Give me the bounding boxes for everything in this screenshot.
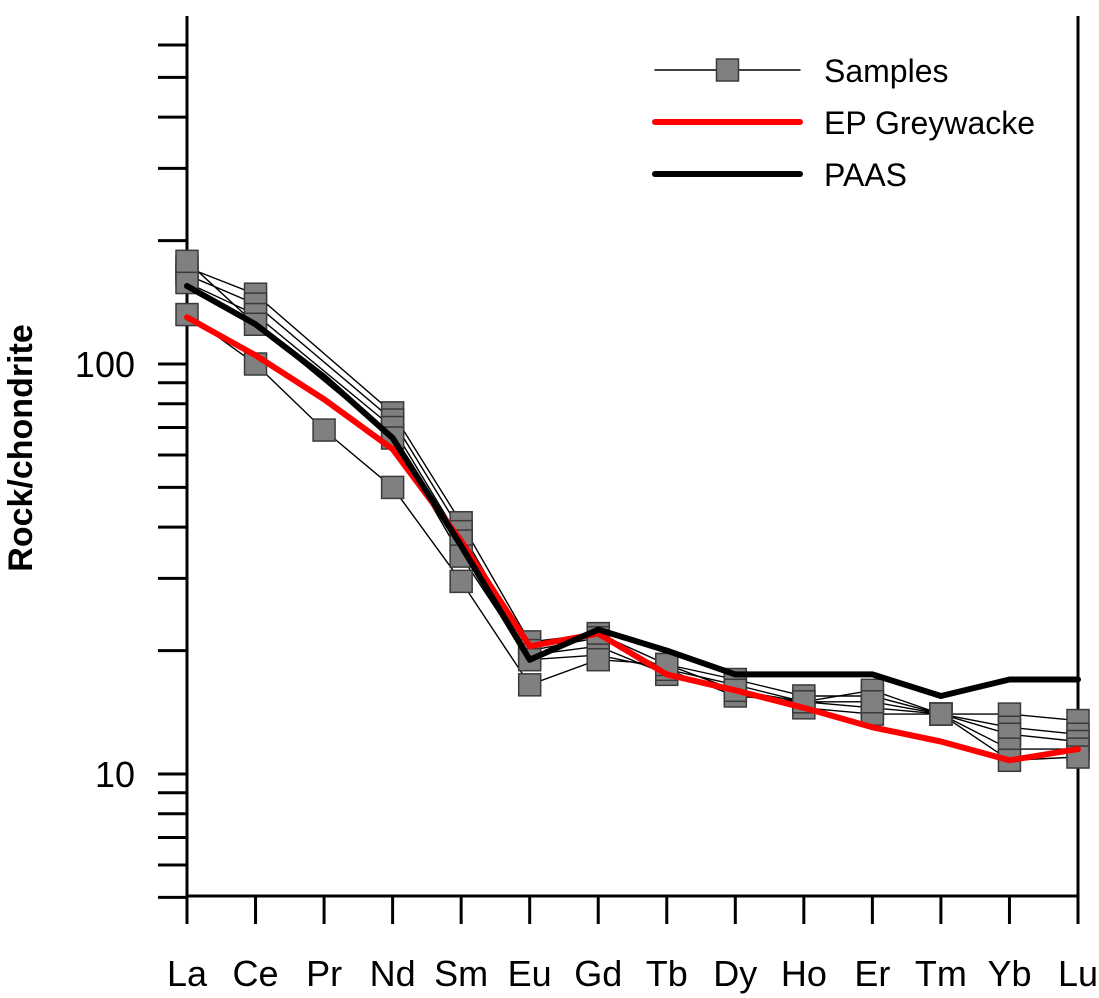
sample-point [380, 475, 405, 500]
x-tick-label: Ho [781, 953, 827, 994]
x-tick-label: Sm [434, 953, 488, 994]
reference-series-group [184, 283, 1081, 764]
sample-point [449, 569, 473, 594]
sample-point [517, 673, 542, 697]
x-tick-label: Ce [233, 953, 279, 994]
x-tick-label: Eu [508, 953, 552, 994]
sample-point [586, 647, 610, 672]
y-axis-ticks: 10 100 [75, 43, 187, 899]
x-tick-label: Lu [1058, 953, 1098, 994]
y-axis-label: Rock/chondrite [2, 324, 40, 571]
sample-point [860, 690, 885, 714]
x-tick-label: Tm [915, 953, 967, 994]
sample-line [186, 260, 1078, 750]
x-tick-label: Pr [306, 953, 342, 994]
x-tick-label: Nd [370, 953, 416, 994]
sample-point [929, 702, 953, 726]
x-axis-ticks: La Ce Pr Nd Sm Eu Gd Tb Dy Ho Er Tm Yb Lu [167, 896, 1098, 994]
x-tick-label: Dy [713, 953, 757, 994]
legend: Samples EP Greywacke PAAS [652, 53, 1035, 193]
x-tick-label: Gd [574, 953, 622, 994]
plot-frame [185, 16, 1080, 898]
sample-point [175, 249, 199, 274]
x-tick-label: Er [854, 953, 890, 994]
series-line-paas [184, 283, 1081, 699]
sample-series-group [175, 249, 1090, 773]
legend-label: PAAS [824, 157, 907, 193]
y-tick-label: 100 [75, 344, 135, 385]
series-line-ep-greywacke [184, 314, 1081, 764]
legend-marker [715, 58, 740, 82]
sample-line [186, 274, 1079, 735]
legend-label: EP Greywacke [824, 105, 1035, 141]
x-tick-label: Tb [646, 953, 688, 994]
sample-point [312, 418, 336, 442]
x-tick-label: Yb [987, 953, 1031, 994]
x-tick-label: La [167, 953, 208, 994]
y-tick-label: 10 [95, 754, 135, 795]
legend-label: Samples [824, 53, 949, 89]
